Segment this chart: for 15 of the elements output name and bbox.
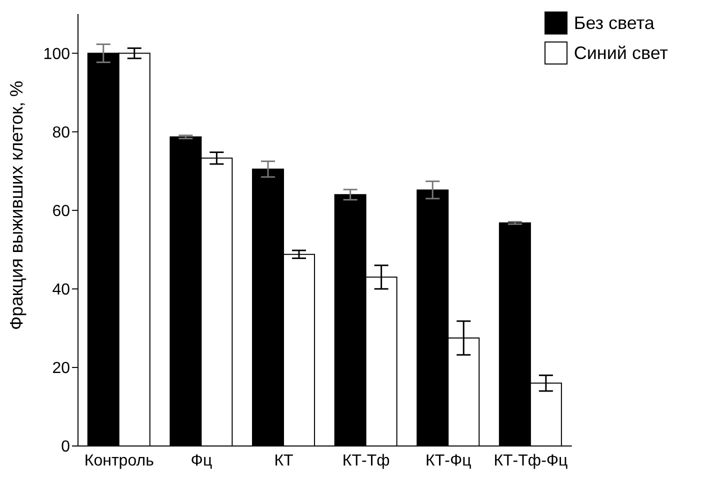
- x-tick-label: Контроль: [84, 452, 154, 470]
- x-tick-label: Фц: [190, 452, 212, 470]
- x-tick-label: КТ-Фц: [426, 452, 472, 470]
- y-tick-label: 100: [43, 46, 70, 63]
- x-tick-label: КТ: [274, 452, 294, 470]
- legend-label: Без света: [574, 12, 654, 35]
- y-tick-label: 60: [52, 203, 70, 220]
- y-tick-label: 20: [52, 360, 70, 378]
- y-tick-label: 0: [61, 438, 70, 456]
- y-axis-title: Фракция выживших клеток, %: [6, 80, 26, 330]
- y-tick-label: 80: [52, 124, 70, 142]
- y-tick-label: 40: [52, 282, 70, 299]
- x-tick-label: КТ-Тф: [342, 452, 390, 470]
- legend-label: Синий свет: [574, 42, 668, 65]
- x-tick-label: КТ-Тф-Фц: [494, 452, 568, 470]
